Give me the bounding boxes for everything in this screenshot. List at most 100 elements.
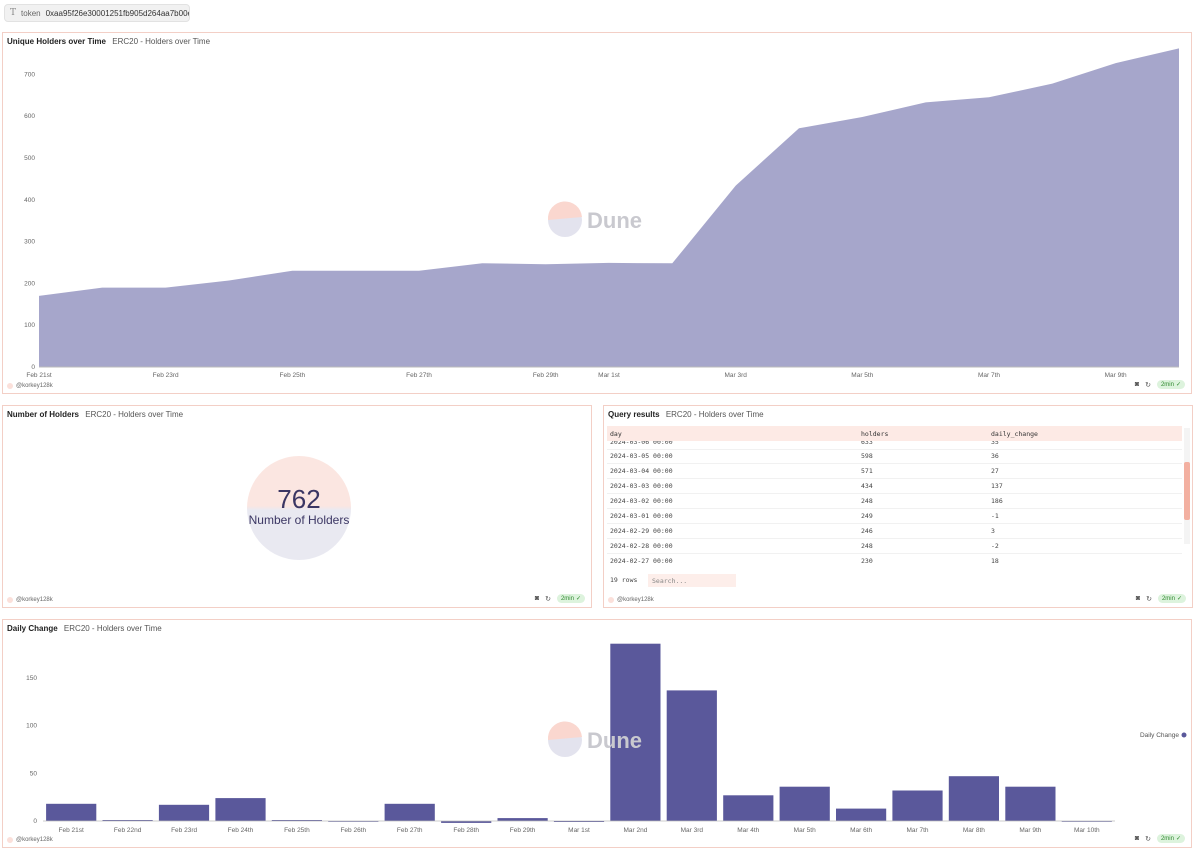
table-header: day holders daily_change <box>607 426 1182 441</box>
column-daily-change[interactable]: daily_change <box>991 429 1038 438</box>
camera-icon[interactable]: ◙ <box>1134 381 1140 388</box>
panel-footer-actions: ◙ ↻ 2min ✓ <box>1135 834 1185 843</box>
bar-11[interactable] <box>610 643 661 821</box>
bar-9[interactable] <box>497 818 548 821</box>
x-tick-label: Mar 4th <box>737 827 759 834</box>
bar-2[interactable] <box>102 820 153 821</box>
y-tick-label: 0 <box>31 364 35 371</box>
bar-10[interactable] <box>553 821 605 822</box>
x-tick-label: Feb 21st <box>59 827 84 834</box>
refresh-badge[interactable]: 2min ✓ <box>1156 380 1185 389</box>
bar-17[interactable] <box>948 776 999 821</box>
author-credit[interactable]: @korkey128k <box>7 383 53 389</box>
cell-holders: 230 <box>861 557 873 565</box>
x-tick-label: Feb 27th <box>406 372 432 379</box>
bar-7[interactable] <box>384 803 435 821</box>
daily-chart-subtitle: ERC20 - Holders over Time <box>63 624 162 633</box>
x-tick-label: Feb 29th <box>510 827 536 834</box>
cell-daily-change: 18 <box>991 557 999 565</box>
refresh-icon[interactable]: ↻ <box>1145 381 1151 389</box>
author-credit[interactable]: @korkey128k <box>608 597 654 603</box>
y-tick-label: 100 <box>24 322 35 329</box>
cell-holders: 434 <box>861 482 873 490</box>
refresh-badge[interactable]: 2min ✓ <box>1156 834 1185 843</box>
camera-icon[interactable]: ◙ <box>1135 595 1141 602</box>
y-tick-label: 700 <box>24 71 35 78</box>
dune-watermark-text: Dune <box>587 728 642 753</box>
token-filter-value[interactable]: 0xaa95f26e30001251fb905d264aa7b00ee9c <box>45 8 190 18</box>
camera-icon[interactable]: ◙ <box>534 595 540 602</box>
holders-chart-subtitle: ERC20 - Holders over Time <box>112 37 211 46</box>
bar-8[interactable] <box>441 821 492 823</box>
author-name: @korkey128k <box>16 837 53 843</box>
y-tick-label: 400 <box>24 197 35 204</box>
cell-holders: 571 <box>861 467 873 475</box>
table-row: 2024-03-03 00:00 434 137 <box>607 479 1182 494</box>
check-icon: ✓ <box>1175 836 1181 842</box>
cell-holders: 246 <box>861 527 873 535</box>
author-credit[interactable]: @korkey128k <box>7 837 53 843</box>
holders-area[interactable] <box>39 48 1179 368</box>
bar-3[interactable] <box>158 804 210 821</box>
bar-6[interactable] <box>328 821 379 822</box>
refresh-icon[interactable]: ↻ <box>1145 835 1151 843</box>
bar-18[interactable] <box>1005 786 1056 821</box>
bar-1[interactable] <box>46 803 97 821</box>
bar-16[interactable] <box>892 790 943 822</box>
search-input[interactable] <box>648 574 736 587</box>
x-tick-label: Feb 26th <box>340 827 366 834</box>
counter-panel: Number of Holders ERC20 - Holders over T… <box>2 405 592 608</box>
x-tick-label: Feb 24th <box>228 827 254 834</box>
dune-logo-top <box>547 201 582 220</box>
cell-holders: 249 <box>861 512 873 520</box>
holders-chart-panel: Unique Holders over Time ERC20 - Holders… <box>2 32 1192 394</box>
y-tick-label: 600 <box>24 113 35 120</box>
panel-title: Unique Holders over Time ERC20 - Holders… <box>7 37 210 46</box>
check-icon: ✓ <box>575 596 581 602</box>
camera-icon[interactable]: ◙ <box>1134 835 1140 842</box>
author-credit[interactable]: @korkey128k <box>7 597 53 603</box>
column-day[interactable]: day <box>610 429 622 438</box>
y-tick-label: 100 <box>26 723 37 730</box>
y-tick-label: 50 <box>30 770 38 777</box>
cell-holders: 598 <box>861 452 873 460</box>
bar-4[interactable] <box>215 798 266 821</box>
text-param-icon: T <box>10 8 17 18</box>
x-tick-label: Feb 25th <box>284 827 310 834</box>
refresh-icon[interactable]: ↻ <box>545 595 551 603</box>
table-row: 2024-02-28 00:00 248 -2 <box>607 539 1182 554</box>
cell-daily-change: 186 <box>991 497 1003 505</box>
panel-footer-actions: ◙ ↻ 2min ✓ <box>1135 380 1185 389</box>
counter-title: Number of Holders <box>7 410 80 419</box>
bar-15[interactable] <box>836 808 887 821</box>
bar-5[interactable] <box>271 820 322 821</box>
legend[interactable]: Daily Change <box>1140 732 1187 739</box>
refresh-badge[interactable]: 2min ✓ <box>1157 594 1186 603</box>
scrollbar-thumb[interactable] <box>1184 462 1190 520</box>
x-tick-label: Mar 10th <box>1074 827 1100 834</box>
token-filter-label: token <box>21 8 41 18</box>
refresh-badge[interactable]: 2min ✓ <box>556 594 585 603</box>
counter-subtitle: ERC20 - Holders over Time <box>85 410 184 419</box>
check-icon: ✓ <box>1176 596 1182 602</box>
cell-daily-change: 3 <box>991 527 995 535</box>
table-row: 2024-02-27 00:00 230 18 <box>607 554 1182 566</box>
counter-watermark <box>247 456 351 560</box>
column-holders[interactable]: holders <box>861 429 889 438</box>
cell-day: 2024-03-01 00:00 <box>610 512 673 520</box>
bar-13[interactable] <box>723 795 774 821</box>
y-tick-label: 300 <box>24 239 35 246</box>
bar-14[interactable] <box>779 786 830 821</box>
query-results-panel: Query results ERC20 - Holders over Time … <box>603 405 1193 608</box>
cell-day: 2024-03-03 00:00 <box>610 482 673 490</box>
x-tick-label: Feb 29th <box>533 372 559 379</box>
bar-19[interactable] <box>1061 821 1112 822</box>
bar-12[interactable] <box>666 690 717 821</box>
daily-change-panel: Daily Change ERC20 - Holders over Time 0… <box>2 619 1192 848</box>
y-tick-label: 150 <box>26 675 37 682</box>
refresh-icon[interactable]: ↻ <box>1146 595 1152 603</box>
token-filter[interactable]: T token 0xaa95f26e30001251fb905d264aa7b0… <box>4 4 190 22</box>
panel-footer-actions: ◙ ↻ 2min ✓ <box>1136 594 1186 603</box>
query-results-subtitle: ERC20 - Holders over Time <box>665 410 764 419</box>
dune-watermark: Dune <box>547 201 642 237</box>
